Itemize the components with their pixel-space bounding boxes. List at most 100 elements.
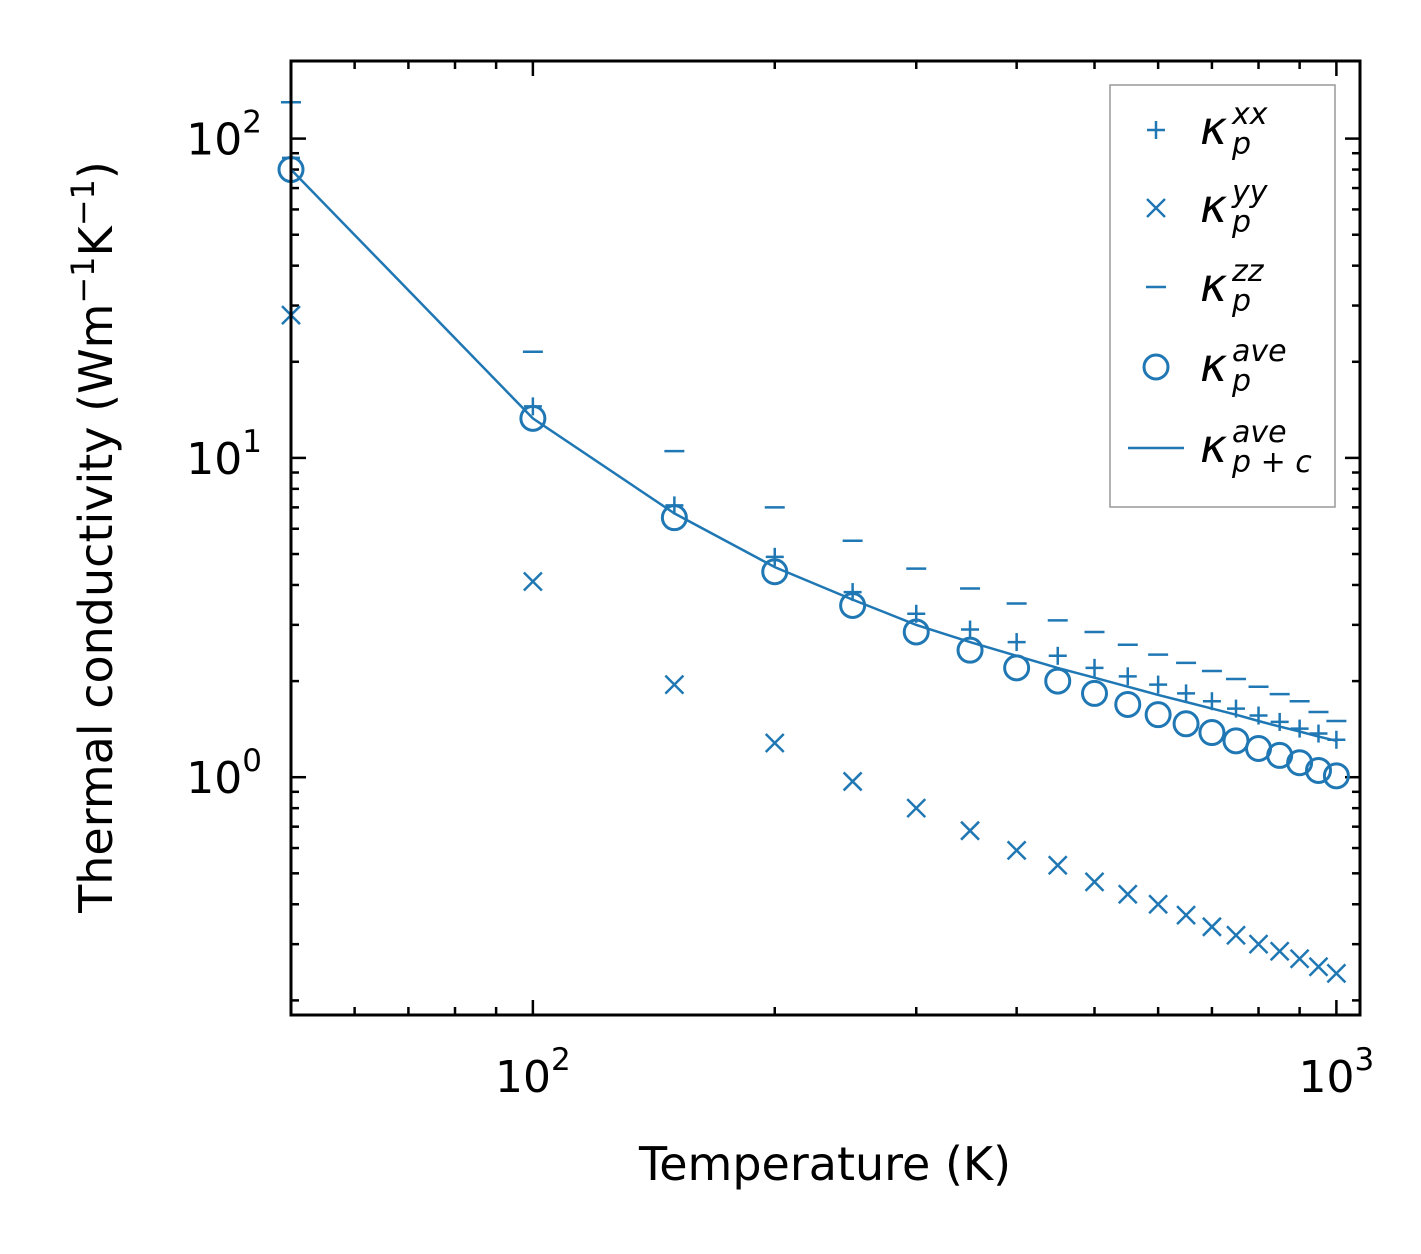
point-kappa_p_xx xyxy=(1085,658,1104,677)
x-marker-b xyxy=(664,674,685,695)
point-kappa_p_yy xyxy=(764,733,785,753)
x-marker-b xyxy=(1289,948,1310,969)
x-marker-b xyxy=(1269,941,1290,962)
x-marker-b xyxy=(1202,916,1222,937)
y-tick-label: 102 xyxy=(186,105,262,166)
legend-entry-kappa_pc_ave: κ ave p + c xyxy=(1128,415,1312,480)
legend-label-symbol: κ xyxy=(1200,258,1227,312)
legend-label-sub: p xyxy=(1231,284,1251,319)
x-marker-b xyxy=(906,798,927,819)
legend-label-sup: ave xyxy=(1232,334,1287,369)
legend-label-sub: p xyxy=(1231,364,1251,399)
point-kappa_p_ave xyxy=(956,636,984,664)
point-kappa_p_yy xyxy=(1006,840,1027,861)
x-tick-label-base: 10 xyxy=(1299,1052,1355,1103)
point-kappa_p_ave xyxy=(1286,749,1314,777)
point-kappa_p_yy xyxy=(842,771,863,792)
point-kappa_p_ave xyxy=(902,618,930,646)
point-kappa_p_yy xyxy=(1202,916,1222,937)
x-marker-b xyxy=(1047,855,1068,876)
point-kappa_p_xx xyxy=(1270,712,1289,731)
legend: κ xx pκ yy pκ zz pκ ave pκ ave p + c xyxy=(1109,84,1336,508)
y-tick-label-base: 10 xyxy=(186,753,242,804)
point-kappa_p_yy xyxy=(1117,884,1138,905)
x-marker-b xyxy=(1148,894,1169,915)
legend-entry-kappa_p_xx: κ xx p xyxy=(1147,97,1268,162)
legend-label-sub: p xyxy=(1231,127,1251,162)
point-kappa_p_yy xyxy=(960,820,980,841)
legend-entry-kappa_p_ave: κ ave p xyxy=(1142,334,1287,399)
point-kappa_p_ave xyxy=(660,504,688,532)
legend-label-kappa_p_ave: κ ave p xyxy=(1200,334,1287,399)
x-marker-b xyxy=(1226,925,1246,946)
point-kappa_p_ave xyxy=(1198,719,1226,747)
x-marker-b xyxy=(842,771,863,792)
y-axis-label-exp1: −1 xyxy=(64,256,102,303)
y-tick-label: 101 xyxy=(186,424,262,485)
point-kappa_p_xx xyxy=(1007,633,1026,652)
point-kappa_p_xx xyxy=(1118,667,1137,686)
point-kappa_p_yy xyxy=(1248,934,1269,955)
legend-label-sup: yy xyxy=(1231,175,1269,210)
legend-entry-kappa_p_zz: κ zz p xyxy=(1146,254,1265,319)
point-kappa_p_yy xyxy=(1176,905,1196,925)
legend-label-sup: zz xyxy=(1231,254,1265,289)
point-kappa_p_xx xyxy=(1048,646,1067,665)
series-kappa_p_ave xyxy=(277,156,1350,790)
point-kappa_p_xx xyxy=(1290,719,1309,738)
legend-entry-kappa_p_yy: κ yy p xyxy=(1146,175,1269,240)
x-marker-b xyxy=(764,733,785,753)
legend-label-symbol: κ xyxy=(1200,179,1227,233)
point-kappa_p_yy xyxy=(906,798,927,819)
point-kappa_p_ave xyxy=(1144,701,1172,729)
point-kappa_p_xx xyxy=(1177,684,1196,703)
point-kappa_p_yy xyxy=(1308,956,1329,977)
point-kappa_p_yy xyxy=(1226,925,1246,946)
y-axis-label-end: ) xyxy=(69,161,123,179)
line-kappa_pc_ave xyxy=(290,168,1337,743)
y-axis-label-exp2: −1 xyxy=(64,179,102,226)
series-layer xyxy=(277,100,1350,984)
plot-frame xyxy=(289,59,1362,1017)
legend-label-kappa_p_zz: κ zz p xyxy=(1200,254,1265,319)
y-axis-label: Thermal conductivity (Wm−1K−1) xyxy=(64,161,123,914)
series-kappa_p_yy xyxy=(281,305,1347,984)
legend-label-kappa_pc_ave: κ ave p + c xyxy=(1200,415,1312,480)
point-kappa_p_xx xyxy=(1149,675,1168,694)
point-kappa_p_yy xyxy=(522,571,543,592)
y-tick-label: 100 xyxy=(186,743,262,804)
x-marker-b xyxy=(1084,872,1105,892)
x-marker-b xyxy=(522,571,543,592)
y-tick-label-exp: 1 xyxy=(242,424,262,460)
x-marker-b xyxy=(1146,198,1166,218)
y-axis-label-base: Thermal conductivity (Wm xyxy=(69,304,123,914)
legend-marker-kappa_p_ave xyxy=(1142,353,1170,381)
legend-label-sup: ave xyxy=(1232,415,1287,450)
x-marker-b xyxy=(960,820,980,841)
legend-label-symbol: κ xyxy=(1200,338,1227,392)
legend-label-sub: p xyxy=(1231,205,1251,240)
legend-label-kappa_p_xx: κ xx p xyxy=(1200,97,1268,162)
x-marker-b xyxy=(1176,905,1196,925)
point-kappa_p_yy xyxy=(664,674,685,695)
y-tick-label-exp: 0 xyxy=(242,743,262,779)
point-kappa_p_yy xyxy=(1148,894,1169,915)
point-kappa_p_xx xyxy=(961,620,980,639)
y-tick-label-base: 10 xyxy=(186,115,242,166)
legend-label-sub: p + c xyxy=(1231,445,1312,480)
x-marker-b xyxy=(1117,884,1138,905)
legend-box xyxy=(1109,84,1336,508)
point-kappa_p_ave xyxy=(1304,756,1332,784)
point-kappa_p_yy xyxy=(1084,872,1105,892)
y-tick-label-exp: 2 xyxy=(242,105,262,141)
x-marker-b xyxy=(1248,934,1269,955)
point-kappa_p_ave xyxy=(1322,762,1350,790)
x-tick-label-exp: 3 xyxy=(1355,1042,1375,1078)
x-marker-b xyxy=(1006,840,1027,861)
point-kappa_p_ave xyxy=(1081,679,1109,707)
point-kappa_p_yy xyxy=(1289,948,1310,969)
y-tick-label-base: 10 xyxy=(186,434,242,485)
x-marker-b xyxy=(1308,956,1329,977)
